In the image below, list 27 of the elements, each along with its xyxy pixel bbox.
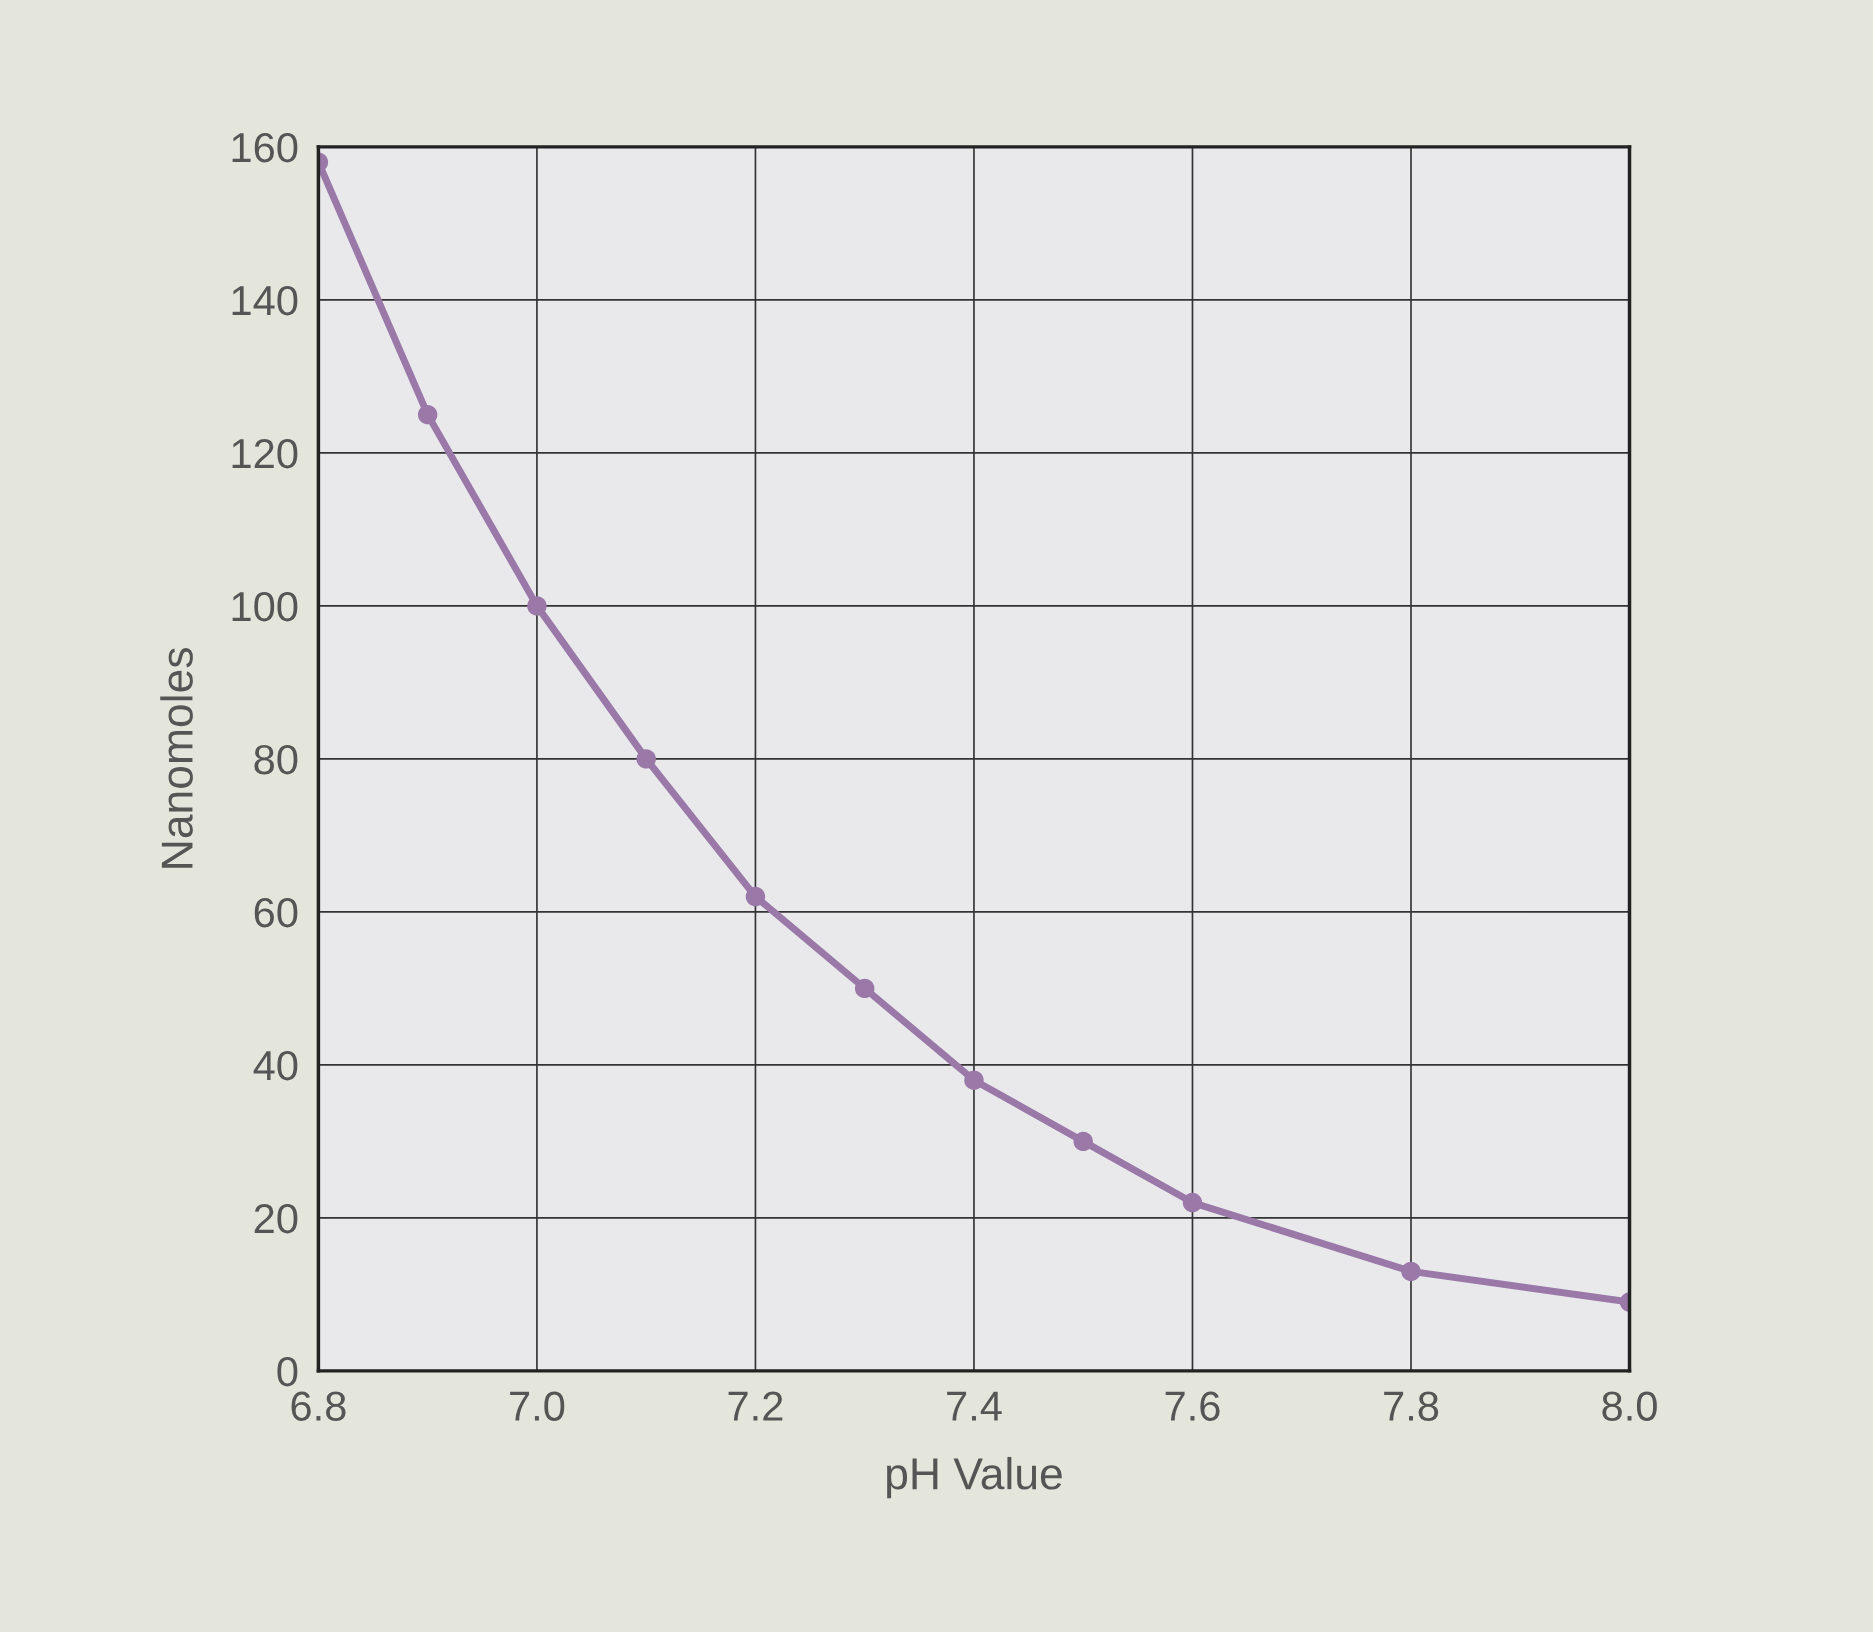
y-tick-label: 80 bbox=[254, 744, 298, 775]
x-tick-label: 8.0 bbox=[1602, 1391, 1657, 1421]
x-axis-title: pH Value bbox=[887, 1456, 1062, 1499]
point bbox=[636, 749, 656, 769]
point bbox=[1182, 1192, 1203, 1213]
y-tick-label: 20 bbox=[254, 1203, 298, 1234]
x-tick-label: 7.4 bbox=[947, 1391, 1002, 1421]
y-axis-title: Nanomoles bbox=[160, 648, 193, 868]
x-tick-label: 7.8 bbox=[1384, 1391, 1439, 1421]
point bbox=[1401, 1261, 1421, 1282]
y-tick-label: 0 bbox=[277, 1356, 298, 1387]
x-tick-label: 7.2 bbox=[728, 1391, 783, 1421]
point bbox=[417, 404, 438, 425]
point bbox=[964, 1070, 984, 1090]
point bbox=[1073, 1131, 1093, 1152]
point bbox=[527, 596, 547, 616]
y-tick-label: 40 bbox=[253, 1050, 298, 1081]
y-tick-label: 60 bbox=[254, 897, 298, 928]
y-tick-label: 100 bbox=[232, 591, 298, 622]
x-tick-label: 6.8 bbox=[291, 1391, 346, 1421]
point bbox=[745, 886, 766, 907]
point bbox=[854, 978, 875, 999]
x-tick-label: 7.0 bbox=[510, 1391, 565, 1421]
y-tick-label: 120 bbox=[232, 438, 298, 469]
y-tick-label: 160 bbox=[232, 132, 298, 163]
x-tick-label: 7.6 bbox=[1165, 1391, 1220, 1421]
y-tick-label: 140 bbox=[232, 285, 298, 316]
